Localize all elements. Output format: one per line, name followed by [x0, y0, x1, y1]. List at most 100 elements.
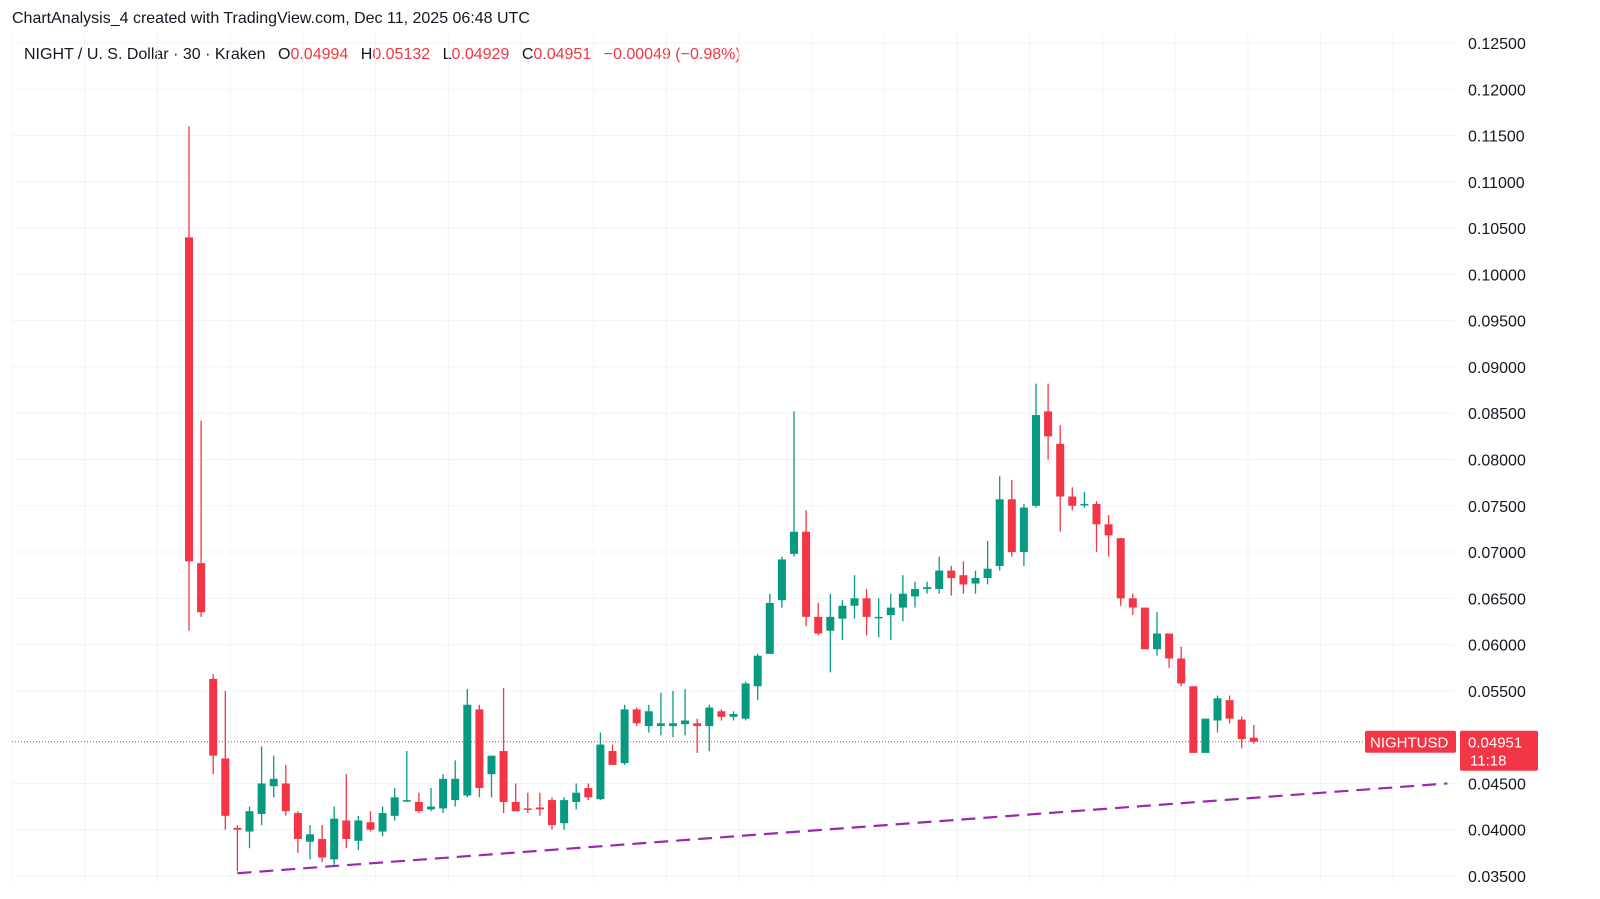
candle-body	[281, 783, 290, 812]
candle	[1213, 695, 1222, 733]
candle-body	[318, 838, 327, 858]
y-tick-label: 0.06500	[1468, 591, 1526, 608]
ticker-tag-bg	[1365, 730, 1456, 753]
candle	[983, 540, 992, 585]
candle-body	[257, 783, 266, 814]
price-tags: NIGHTUSD 0.04951 11:18	[1365, 730, 1538, 771]
candle	[838, 600, 847, 640]
y-tick-label: 0.04000	[1468, 823, 1526, 840]
candle	[499, 688, 508, 814]
candle-body	[874, 616, 883, 619]
candle	[862, 589, 871, 636]
candle	[644, 704, 653, 733]
candle-body	[729, 714, 738, 717]
candle	[1128, 593, 1137, 615]
candle-body	[245, 811, 254, 832]
candle	[971, 570, 980, 594]
candle-body	[1092, 503, 1101, 525]
candle	[826, 593, 835, 673]
candle	[959, 561, 968, 594]
candle-body	[802, 531, 811, 617]
candle-body	[1165, 633, 1174, 659]
candle-body	[475, 709, 484, 789]
candle-body	[814, 616, 823, 634]
legend-high-label: H	[360, 46, 373, 63]
candle	[1104, 515, 1113, 557]
candle-body	[1007, 499, 1016, 553]
candle	[911, 581, 919, 608]
price-axis[interactable]: 0.12500 0.12000 0.11500 0.11000 0.10500 0.100…	[1468, 36, 1526, 886]
candle-body	[705, 707, 714, 727]
candle-body	[293, 813, 302, 839]
candle-body	[620, 709, 629, 764]
candle	[753, 653, 762, 701]
candle	[548, 797, 556, 830]
candle-body	[717, 711, 726, 717]
candle-body	[342, 820, 351, 839]
candle	[705, 704, 714, 752]
candle-body	[935, 570, 944, 590]
candle	[342, 774, 351, 849]
legend-close-value: 0.04951	[533, 46, 592, 63]
candle	[935, 556, 944, 594]
candle	[608, 744, 617, 765]
legend-close-label: C	[521, 46, 534, 63]
candle	[1201, 718, 1210, 753]
candle-body	[463, 704, 472, 796]
candle-body	[1140, 607, 1149, 650]
candle-body	[632, 709, 641, 724]
candle-body	[185, 237, 193, 562]
price-tag-countdown: 11:18	[1470, 753, 1506, 770]
candle-body	[1225, 700, 1234, 719]
candle	[693, 718, 702, 753]
candle-body	[1128, 598, 1137, 608]
candle-body	[548, 800, 556, 826]
candle	[874, 598, 883, 638]
candle-body	[269, 778, 278, 787]
candle-body	[535, 807, 544, 810]
support-trendline[interactable]	[237, 782, 1448, 875]
candle	[923, 581, 932, 594]
candle	[221, 690, 230, 830]
candle-body	[378, 813, 387, 832]
candle	[366, 811, 375, 832]
y-tick-label: 0.11500	[1468, 129, 1525, 146]
candle-body	[439, 778, 448, 809]
candle-body	[197, 563, 206, 613]
candle-body	[221, 758, 230, 816]
candle-body	[1249, 737, 1258, 742]
y-tick-label: 0.12500	[1468, 36, 1526, 53]
y-tick-label: 0.10000	[1468, 267, 1526, 284]
candle-body	[644, 711, 653, 727]
candle-body	[947, 570, 956, 578]
candle	[209, 674, 218, 775]
candle	[1165, 633, 1174, 668]
y-tick-label: 0.09000	[1468, 360, 1526, 377]
candle-body	[1116, 538, 1125, 599]
candle	[572, 783, 581, 810]
legend-low-value: 0.04929	[451, 46, 510, 63]
candle	[850, 575, 859, 619]
candle-body	[959, 575, 968, 585]
candle	[269, 755, 278, 798]
candle	[790, 411, 798, 557]
y-tick-label: 0.04500	[1468, 776, 1526, 793]
candle-body	[995, 499, 1004, 566]
candle-body	[1213, 698, 1222, 721]
candle-body	[596, 744, 605, 800]
candle-body	[1189, 686, 1198, 753]
candle	[523, 792, 532, 814]
price-tag-bg	[1460, 730, 1538, 771]
candle-body	[209, 678, 218, 756]
candle-body	[414, 801, 423, 812]
candle	[451, 760, 460, 807]
candle-body	[656, 723, 665, 727]
candle-body	[487, 755, 496, 775]
candle-body	[693, 723, 702, 727]
candle	[427, 788, 435, 812]
candle	[1056, 425, 1065, 532]
candles-layer	[185, 126, 1258, 872]
candle-body	[1104, 524, 1113, 536]
candle-body	[898, 593, 907, 608]
